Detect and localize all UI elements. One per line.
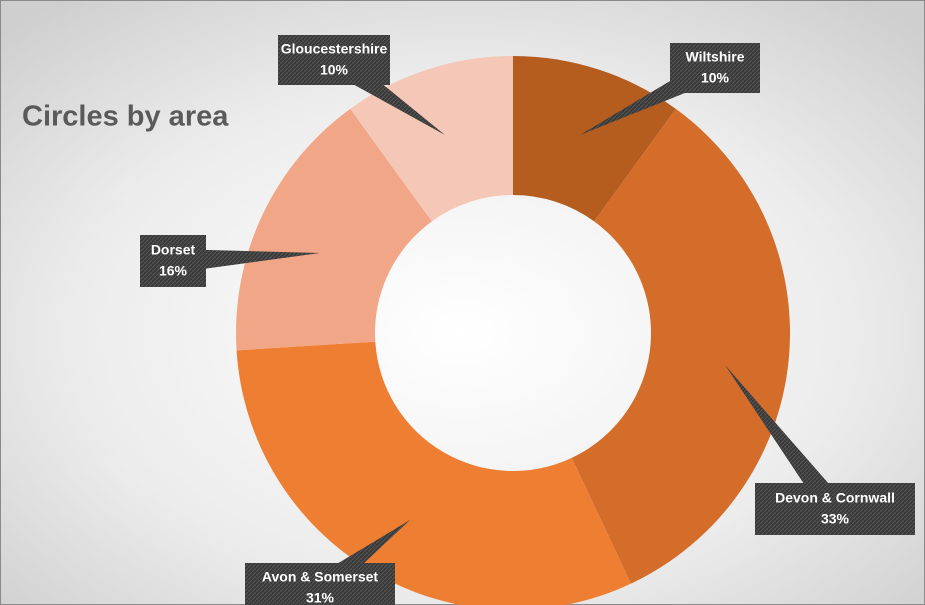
donut-slice xyxy=(236,341,631,605)
callout-box xyxy=(670,43,760,93)
label-name: Wiltshire xyxy=(686,49,745,65)
label-name: Gloucestershire xyxy=(281,41,388,57)
label-value: 31% xyxy=(306,590,335,605)
label-value: 33% xyxy=(821,511,850,527)
donut-slice xyxy=(236,108,432,351)
callout-pointer xyxy=(725,365,845,517)
data-label: Gloucestershire 10% xyxy=(278,35,445,135)
data-label: Dorset 16% xyxy=(140,235,320,287)
label-value: 10% xyxy=(320,62,349,78)
label-value: 10% xyxy=(701,70,730,86)
donut-slice xyxy=(513,56,676,222)
callout-box xyxy=(755,483,915,535)
chart-title: Circles by area xyxy=(22,101,229,133)
label-name: Dorset xyxy=(151,242,196,258)
callout-box xyxy=(140,235,206,287)
callout-pointer xyxy=(172,249,320,273)
data-label: Wiltshire 10% xyxy=(580,43,760,136)
callout-box xyxy=(278,35,390,85)
donut-slice xyxy=(571,108,790,584)
label-name: Devon & Cornwall xyxy=(775,490,895,506)
data-label: Devon & Cornwall 33% xyxy=(725,365,915,535)
label-value: 16% xyxy=(159,263,188,279)
label-name: Avon & Somerset xyxy=(262,569,379,585)
callout-box xyxy=(245,563,395,605)
data-label: Avon & Somerset 31% xyxy=(245,520,410,605)
